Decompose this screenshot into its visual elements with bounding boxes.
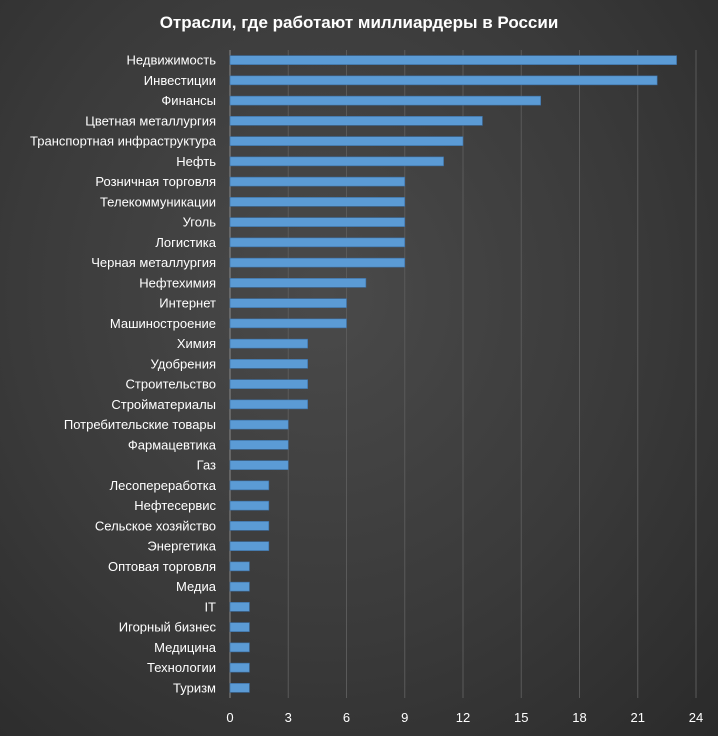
bar [229,521,270,531]
x-tick-label: 6 [343,710,350,725]
x-tick-label: 12 [456,710,470,725]
bar [229,460,289,470]
category-label: Туризм [173,680,216,695]
bar [229,359,308,369]
category-label: Уголь [183,215,217,230]
bars [229,55,677,693]
x-tick-label: 3 [285,710,292,725]
category-label: Сельское хозяйство [95,518,216,533]
category-label: Технологии [147,660,216,675]
x-tick-label: 0 [226,710,233,725]
bar [229,561,250,572]
category-label: Газ [197,458,216,473]
category-label: Оптовая торговля [108,559,216,574]
category-label: Игорный бизнес [119,620,217,635]
category-label: Логистика [155,235,216,250]
category-label: Розничная торговля [95,174,216,189]
category-label: Нефтесервис [134,498,216,513]
bar [229,440,289,450]
category-label: Инвестиции [144,73,216,88]
category-label: Телекоммуникации [100,194,216,209]
bar [229,176,406,187]
bar [229,642,250,653]
category-label: Недвижимость [127,53,217,68]
bar [229,298,347,308]
category-label: Финансы [161,93,216,108]
bar [229,480,270,491]
bar [229,136,464,146]
category-label: Лесопереработка [110,478,217,493]
category-label: IT [204,599,216,614]
category-label: Нефть [176,154,216,169]
bar [229,399,308,410]
category-label: Нефтехимия [139,275,216,290]
category-label: Интернет [159,296,216,311]
bar [229,419,289,430]
bar [229,217,406,227]
category-label: Черная металлургия [91,255,216,270]
bar [229,602,250,612]
bar [229,541,270,551]
bar [229,662,250,673]
bar [229,278,367,288]
bar [229,75,658,86]
category-labels: Недвижимость Инвестиции Финансы Цветная мет… [30,53,217,696]
bar [229,95,541,106]
bar [229,237,406,248]
bar [229,581,250,592]
category-label: Цветная металлургия [85,113,216,128]
bar [229,683,250,693]
category-label: Медицина [154,640,217,655]
bar [229,318,347,329]
category-label: Стройматериалы [111,397,216,412]
category-label: Энергетика [147,539,216,554]
bar [229,257,406,268]
bar [229,116,483,126]
category-label: Фармацевтика [128,437,217,452]
bar [229,500,270,511]
bar [229,197,406,207]
x-axis-ticks: 0 3 6 9 12 15 18 21 24 [226,710,703,725]
x-tick-label: 18 [572,710,586,725]
x-tick-label: 21 [631,710,645,725]
x-tick-label: 9 [401,710,408,725]
category-label: Медиа [176,579,217,594]
bar [229,55,677,65]
x-tick-label: 15 [514,710,528,725]
bar [229,379,308,389]
x-tick-label: 24 [689,710,703,725]
bar [229,622,250,632]
gridlines [229,50,697,698]
category-label: Строительство [126,377,216,392]
category-label: Машиностроение [110,316,216,331]
bar [229,156,444,167]
bar [229,338,308,349]
category-label: Химия [177,336,216,351]
category-label: Потребительские товары [64,417,216,432]
chart-title: Отрасли, где работают миллиардеры в Росс… [160,13,559,32]
category-label: Транспортная инфраструктура [30,134,217,149]
category-label: Удобрения [151,356,216,371]
